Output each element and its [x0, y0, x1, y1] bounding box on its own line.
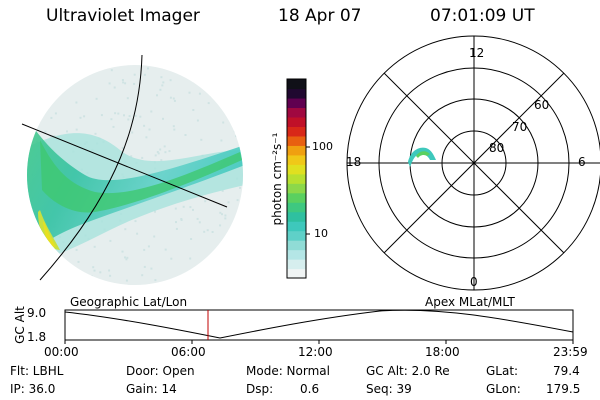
timeline-xtick-2359: 23:59: [553, 345, 588, 359]
timeline-xtick-1800: 18:00: [425, 345, 460, 359]
footer-glat-label: GLat:: [486, 364, 519, 378]
colorbar-cell: [287, 79, 306, 90]
colorbar-cell: [287, 88, 306, 99]
colorbar-cell: [287, 249, 306, 260]
timeline-xtick-1200: 12:00: [298, 345, 333, 359]
colorbar-cell: [287, 230, 306, 241]
colorbar-tick-100: 100: [312, 140, 333, 153]
colorbar-cell: [287, 173, 306, 184]
timeline-xtick-0600: 06:00: [171, 345, 206, 359]
polar-circle-label-70: 70: [512, 120, 528, 134]
colorbar-cell: [287, 164, 306, 175]
polar-label-bottom: 0: [470, 275, 478, 289]
colorbar-cell: [287, 154, 306, 165]
footer-gc-altitude: GC Alt: 2.0 Re: [366, 364, 450, 378]
footer-glon-label: GLon:: [486, 382, 521, 396]
colorbar-tick-10: 10: [314, 227, 328, 240]
footer-dsp-value: 0.6: [300, 382, 320, 396]
timeline-right-label: Apex MLat/MLT: [425, 295, 515, 309]
colorbar-cell: [287, 135, 306, 146]
polar-circle-label-80: 80: [489, 141, 505, 155]
footer-dsp-label: Dsp:: [246, 382, 274, 396]
auroral-image: [21, 54, 243, 285]
footer-glat-value: 79.4: [553, 364, 580, 378]
observation-time: 07:01:09 UT: [430, 6, 535, 26]
colorbar-cell: [287, 259, 306, 270]
colorbar-cell: [287, 145, 306, 156]
timeline-ymin: 1.8: [27, 330, 47, 344]
instrument-title: Ultraviolet Imager: [46, 6, 200, 26]
polar-label-left: 18: [346, 155, 362, 169]
colorbar-unit-label: photon cm⁻²s⁻¹: [270, 132, 284, 226]
timeline-left-label: Geographic Lat/Lon: [70, 295, 188, 309]
colorbar-cell: [287, 240, 306, 251]
colorbar-cell: [287, 211, 306, 222]
polar-label-right: 6: [578, 155, 586, 169]
colorbar-cell: [287, 116, 306, 127]
timeline-yaxis-label: GC Alt: [13, 306, 27, 344]
colorbar-cell: [287, 183, 306, 194]
timeline-plot: [64, 309, 574, 344]
colorbar-cell: [287, 221, 306, 232]
timeline-xtick-0000: 00:00: [44, 345, 79, 359]
colorbar-cell: [287, 192, 306, 203]
footer-glon-value: 179.5: [546, 382, 581, 396]
colorbar-cell: [287, 107, 306, 118]
colorbar-cell: [287, 97, 306, 109]
colorbar: [286, 78, 310, 279]
observation-date: 18 Apr 07: [278, 6, 362, 26]
colorbar-cell: [287, 268, 306, 279]
polar-plot: [346, 35, 600, 291]
polar-label-top: 12: [469, 46, 485, 60]
colorbar-cell: [287, 202, 306, 213]
footer-filter: Flt: LBHL: [10, 364, 64, 378]
footer-mode: Mode: Normal: [246, 364, 330, 378]
footer-sequence: Seq: 39: [366, 382, 412, 396]
polar-aurora: [408, 147, 436, 167]
timeline-ymax: 9.0: [27, 306, 47, 320]
footer-ip: IP: 36.0: [10, 382, 56, 396]
colorbar-cell: [287, 126, 306, 137]
footer-gain: Gain: 14: [126, 382, 177, 396]
footer-door: Door: Open: [126, 364, 195, 378]
polar-circle-label-60: 60: [534, 98, 550, 112]
